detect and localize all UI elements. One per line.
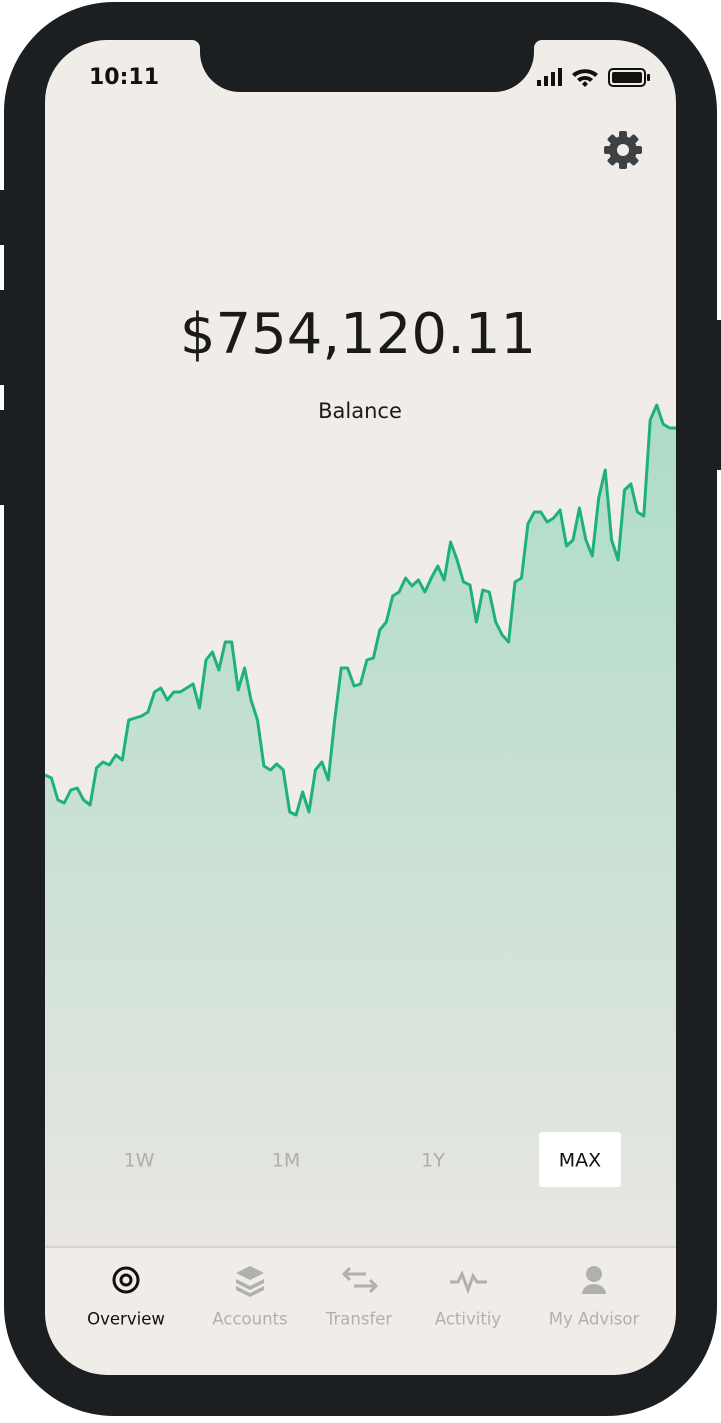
- area-fill: [45, 405, 676, 1247]
- settings-icon[interactable]: [604, 131, 642, 169]
- advisor-icon: [582, 1266, 606, 1294]
- balance-amount: $754,120.11: [180, 302, 536, 367]
- tab-label[interactable]: Activitiy: [435, 1310, 502, 1329]
- range-button[interactable]: MAX: [559, 1150, 601, 1172]
- balance-label: Balance: [318, 399, 402, 423]
- tab-label[interactable]: Accounts: [212, 1310, 287, 1329]
- tab-label[interactable]: Transfer: [325, 1310, 393, 1329]
- side-button: [0, 410, 6, 505]
- range-selected-bg: [539, 1132, 621, 1187]
- status-icons: [537, 68, 650, 87]
- tab-bar: Overview Accounts Transfer Activitiy My Advi…: [87, 1266, 639, 1329]
- range-button[interactable]: 1Y: [421, 1150, 445, 1172]
- range-button[interactable]: 1M: [272, 1150, 300, 1172]
- overview-icon: [112, 1266, 140, 1294]
- tab-label[interactable]: My Advisor: [549, 1310, 640, 1329]
- side-button: [715, 320, 721, 470]
- notch: [184, 40, 550, 92]
- transfer-icon: [341, 1266, 379, 1294]
- balance-line: [45, 403, 676, 817]
- accounts-icon: [236, 1266, 264, 1297]
- range-button[interactable]: 1W: [124, 1150, 155, 1172]
- chart: [45, 403, 676, 1247]
- status-time: 10:11: [89, 65, 159, 90]
- range-selector: 1W 1M 1Y MAX: [124, 1132, 621, 1187]
- side-button: [0, 290, 6, 385]
- activity-icon: [450, 1270, 487, 1295]
- tab-label[interactable]: Overview: [87, 1310, 165, 1329]
- side-button: [0, 190, 6, 245]
